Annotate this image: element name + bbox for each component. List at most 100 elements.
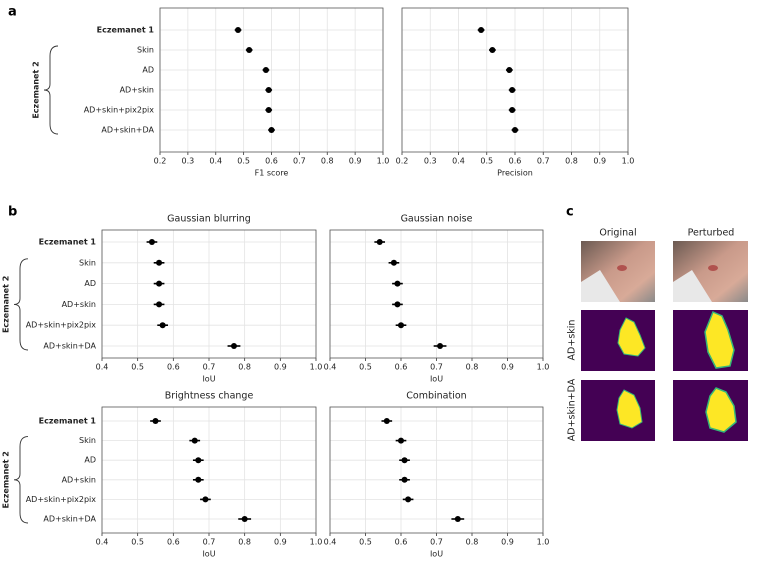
- x-tick-label: 0.2: [396, 157, 409, 166]
- x-tick-label: 0.6: [167, 538, 180, 547]
- point: [512, 127, 518, 133]
- point: [246, 47, 253, 53]
- mask: [673, 380, 748, 441]
- panel-label: a: [8, 5, 17, 20]
- chart-title: Combination: [406, 391, 466, 402]
- point: [398, 437, 404, 444]
- x-tick-label: 1.0: [537, 363, 550, 372]
- x-tick-label: 0.7: [537, 157, 550, 166]
- x-tick-label: 1.0: [622, 157, 635, 166]
- plot-frame: [401, 7, 629, 153]
- panel-label: c: [566, 205, 574, 220]
- point: [191, 437, 198, 444]
- x-tick-label: 0.8: [238, 538, 251, 547]
- category-label: Skin: [79, 258, 96, 267]
- x-tick-label: 0.8: [466, 363, 479, 372]
- x-tick-label: 0.9: [501, 538, 514, 547]
- category-label: AD+skin+DA: [43, 342, 96, 351]
- point: [394, 301, 401, 308]
- point: [398, 322, 404, 329]
- row-label: AD+skin+DA: [567, 378, 578, 441]
- panel-label: b: [8, 205, 17, 220]
- chart-title: Gaussian noise: [401, 214, 473, 225]
- point: [509, 87, 516, 93]
- point: [390, 259, 397, 266]
- x-tick-label: 0.6: [167, 363, 180, 372]
- x-tick-label: 0.7: [293, 157, 306, 166]
- x-tick-label: 0.9: [593, 157, 606, 166]
- x-tick-label: 1.0: [310, 538, 323, 547]
- x-tick-label: 1.0: [537, 538, 550, 547]
- point: [394, 280, 401, 287]
- category-label: AD: [142, 66, 154, 75]
- point: [509, 107, 516, 113]
- photo: [673, 241, 748, 302]
- category-label: AD+skin+pix2pix: [26, 321, 97, 330]
- point: [489, 47, 496, 53]
- x-tick-label: 0.8: [466, 538, 479, 547]
- x-tick-label: 0.6: [395, 538, 408, 547]
- x-tick-label: 0.5: [237, 157, 250, 166]
- x-tick-label: 0.8: [565, 157, 578, 166]
- point: [195, 476, 202, 483]
- category-label: Skin: [79, 436, 96, 445]
- point: [202, 496, 209, 503]
- category-label: Skin: [137, 46, 154, 55]
- point: [401, 476, 408, 483]
- group-label: Eczemanet 2: [2, 451, 11, 508]
- image-panel: Original Perturbed AD+skin AD+skin+DA: [567, 228, 748, 441]
- point: [148, 239, 155, 245]
- category-label: AD+skin+pix2pix: [84, 106, 155, 115]
- category-label: Eczemanet 1: [97, 26, 155, 35]
- x-tick-label: 0.5: [131, 538, 144, 547]
- x-tick-label: 0.7: [203, 538, 216, 547]
- x-tick-label: 0.7: [430, 538, 443, 547]
- x-tick-label: 0.8: [238, 363, 251, 372]
- x-tick-label: 0.4: [96, 363, 109, 372]
- x-axis-label: IoU: [430, 550, 443, 559]
- x-tick-label: 0.9: [349, 157, 362, 166]
- point: [230, 343, 237, 349]
- row-label: AD+skin: [567, 320, 578, 361]
- category-label: AD+skin+pix2pix: [26, 495, 97, 504]
- x-tick-label: 0.9: [274, 538, 287, 547]
- point: [437, 343, 444, 349]
- x-tick-label: 0.9: [501, 363, 514, 372]
- point: [235, 27, 242, 33]
- point: [159, 322, 166, 329]
- x-axis-label: Precision: [497, 169, 533, 178]
- x-tick-label: 0.5: [480, 157, 493, 166]
- x-tick-label: 0.3: [182, 157, 195, 166]
- mask: [673, 310, 748, 371]
- point: [241, 516, 248, 522]
- x-tick-label: 0.8: [321, 157, 334, 166]
- point: [405, 496, 412, 503]
- mask: [581, 380, 655, 441]
- x-tick-label: 0.4: [209, 157, 222, 166]
- category-label: AD+skin: [62, 300, 96, 309]
- plot-frame: [329, 229, 544, 359]
- group-label: Eczemanet 2: [2, 276, 11, 333]
- category-label: Eczemanet 1: [39, 238, 97, 247]
- point: [156, 259, 163, 266]
- chart-title: Brightness change: [165, 391, 254, 402]
- point: [156, 301, 163, 308]
- x-tick-label: 1.0: [310, 363, 323, 372]
- x-axis-label: F1 score: [255, 169, 289, 178]
- x-tick-label: 0.9: [274, 363, 287, 372]
- category-label: AD+skin: [120, 86, 154, 95]
- point: [401, 457, 408, 464]
- brace: [13, 258, 29, 351]
- x-tick-label: 0.5: [359, 538, 372, 547]
- category-label: AD: [84, 456, 96, 465]
- x-tick-label: 0.3: [424, 157, 437, 166]
- mask: [581, 310, 655, 371]
- point: [268, 127, 275, 133]
- brace: [43, 45, 59, 135]
- column-label: Perturbed: [688, 228, 735, 239]
- point: [478, 27, 485, 33]
- point: [454, 516, 461, 522]
- x-tick-label: 0.4: [324, 363, 337, 372]
- brace: [13, 436, 29, 524]
